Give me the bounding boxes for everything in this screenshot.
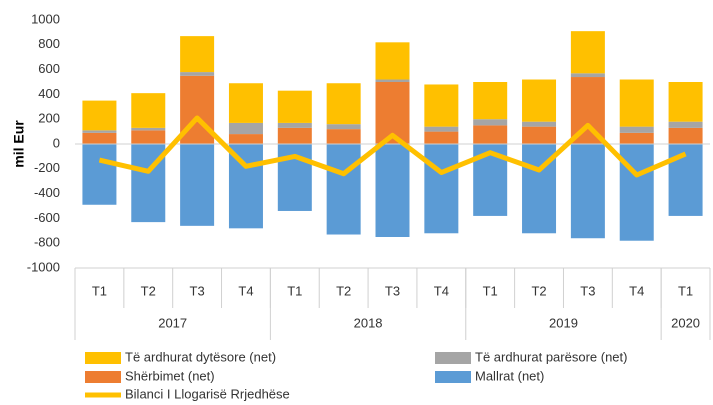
group-label: 2017 (158, 315, 187, 330)
bar-segment (326, 83, 361, 125)
bar-segment (131, 127, 166, 131)
legend-swatch (85, 371, 121, 383)
bar-segment (326, 124, 361, 130)
bar-segment (82, 100, 117, 131)
bar-segment (619, 144, 654, 241)
bar-segment (619, 126, 654, 133)
y-tick-label: -800 (34, 235, 60, 250)
bar-segment (180, 36, 215, 73)
bar-segment (228, 134, 263, 144)
x-tick-label: T2 (531, 283, 546, 298)
bar-segment (473, 119, 508, 126)
bar-segment (131, 93, 166, 128)
group-label: 2019 (549, 315, 578, 330)
group-label: 2018 (354, 315, 383, 330)
legend-swatch (435, 371, 471, 383)
x-tick-label: T1 (483, 283, 498, 298)
y-tick-label: -200 (34, 160, 60, 175)
bar-segment (668, 121, 703, 128)
y-tick-label: 400 (38, 86, 60, 101)
bar-segment (424, 144, 459, 234)
x-tick-label: T4 (434, 283, 449, 298)
y-tick-label: 200 (38, 111, 60, 126)
bar-segment (375, 144, 410, 237)
legend-label: Shërbimet (net) (125, 368, 215, 383)
bar-segment (522, 121, 557, 127)
x-tick-label: T4 (238, 283, 253, 298)
bar-segment (424, 126, 459, 132)
bar-segment (228, 122, 263, 135)
x-tick-label: T3 (190, 283, 205, 298)
bar-segment (375, 42, 410, 80)
bar-segment (570, 31, 605, 74)
bar-segment (326, 144, 361, 235)
bar-segment (619, 132, 654, 144)
bar-segment (375, 79, 410, 82)
x-tick-label: T3 (580, 283, 595, 298)
legend-swatch (85, 352, 121, 364)
bar-segment (668, 127, 703, 144)
legend-swatch (435, 352, 471, 364)
bar-segment (180, 72, 215, 76)
bar-segment (424, 131, 459, 144)
bar-segment (619, 79, 654, 127)
bar-segment (668, 82, 703, 122)
x-tick-label: T2 (336, 283, 351, 298)
legend-label: Bilanci I Llogarisë Rrjedhëse (125, 386, 290, 401)
bar-segment (277, 90, 312, 123)
y-axis-label: mil Eur (11, 120, 27, 168)
x-tick-label: T1 (287, 283, 302, 298)
bar-segment (522, 126, 557, 144)
bar-segment (82, 132, 117, 144)
bar-segment (228, 83, 263, 123)
y-tick-label: 0 (53, 135, 60, 150)
x-tick-label: T1 (92, 283, 107, 298)
y-tick-label: -600 (34, 210, 60, 225)
bar-segment (82, 144, 117, 205)
y-tick-label: 800 (38, 36, 60, 51)
bar-segment (473, 125, 508, 144)
y-tick-label: 1000 (31, 11, 60, 26)
x-tick-label: T1 (678, 283, 693, 298)
bar-segment (570, 144, 605, 239)
bar-segment (326, 129, 361, 144)
bar-segment (180, 144, 215, 226)
bar-segment (473, 82, 508, 120)
bar-segment (522, 79, 557, 122)
bar-segment (131, 130, 166, 144)
y-tick-label: -400 (34, 185, 60, 200)
x-tick-label: T2 (141, 283, 156, 298)
bar-segment (277, 122, 312, 128)
legend-label: Të ardhurat dytësore (net) (125, 349, 276, 364)
line-series (98, 115, 687, 178)
y-tick-label: 600 (38, 61, 60, 76)
bar-segment (82, 130, 117, 133)
x-tick-label: T4 (629, 283, 644, 298)
bar-segment (570, 73, 605, 78)
y-tick-label: -1000 (27, 259, 60, 274)
legend-label: Mallrat (net) (475, 368, 544, 383)
x-tick-label: T3 (385, 283, 400, 298)
group-label: 2020 (671, 315, 700, 330)
bar-segment (424, 84, 459, 127)
bar-segment (277, 127, 312, 144)
legend-label: Të ardhurat parësore (net) (475, 349, 627, 364)
